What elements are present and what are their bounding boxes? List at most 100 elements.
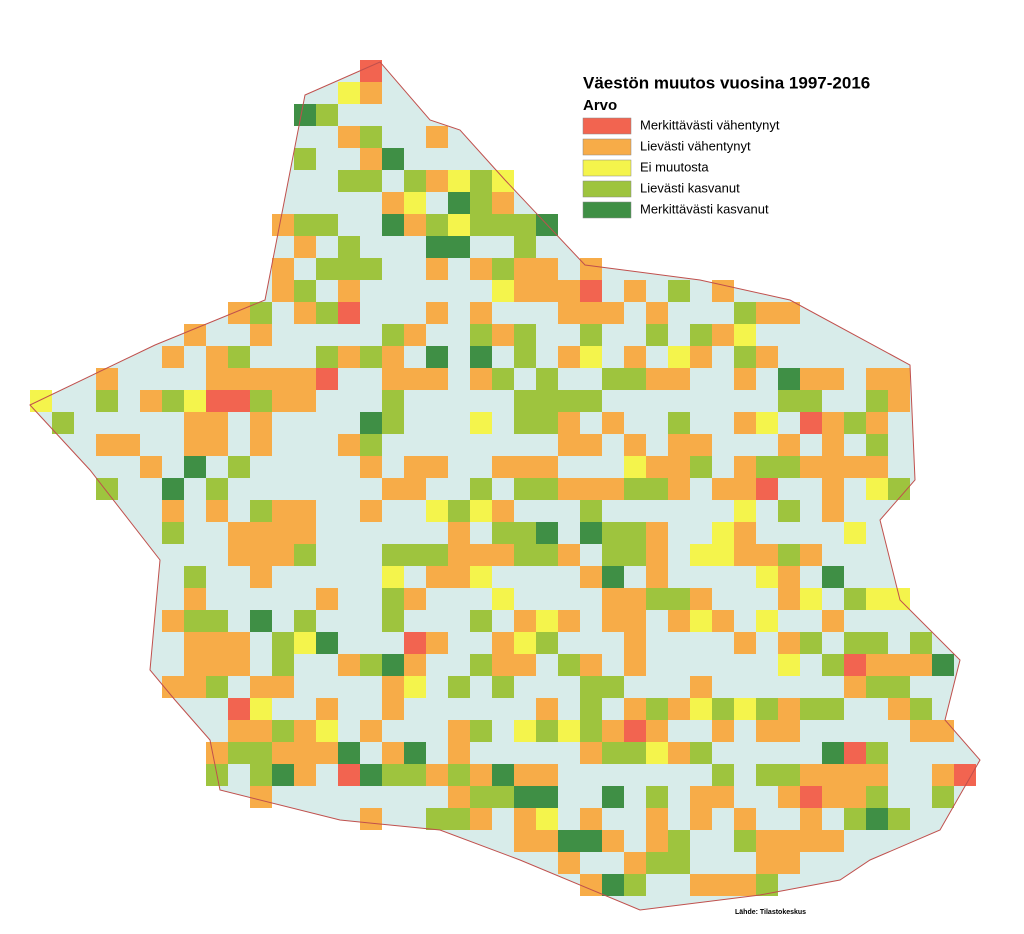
map-cell xyxy=(228,654,250,676)
map-cell xyxy=(668,412,690,434)
map-cell xyxy=(206,500,228,522)
map-cell xyxy=(426,258,448,280)
map-cell xyxy=(602,610,624,632)
map-cell xyxy=(250,720,272,742)
map-cell xyxy=(316,302,338,324)
map-cell xyxy=(228,346,250,368)
map-cell xyxy=(580,434,602,456)
map-cell xyxy=(294,764,316,786)
map-cell xyxy=(624,698,646,720)
map-cell xyxy=(250,522,272,544)
map-cell xyxy=(294,214,316,236)
map-cell xyxy=(228,544,250,566)
map-cell xyxy=(338,236,360,258)
map-cell xyxy=(756,566,778,588)
map-cell xyxy=(954,764,976,786)
map-cell xyxy=(646,544,668,566)
map-cell xyxy=(382,698,404,720)
map-cell xyxy=(382,478,404,500)
map-cell xyxy=(580,874,602,896)
map-cell xyxy=(250,324,272,346)
map-cell xyxy=(294,368,316,390)
source: Lähde: Tilastokeskus xyxy=(735,909,806,916)
map-cell xyxy=(756,610,778,632)
map-cell xyxy=(778,544,800,566)
map-cell xyxy=(536,478,558,500)
map-cell xyxy=(580,522,602,544)
map-cell xyxy=(382,676,404,698)
map-cell xyxy=(668,280,690,302)
map-cell xyxy=(668,456,690,478)
map-cell xyxy=(470,610,492,632)
map-cell xyxy=(734,808,756,830)
map-cell xyxy=(382,148,404,170)
legend: Merkittävästi vähentynyt Lievästi vähenty… xyxy=(582,117,780,219)
map-cell xyxy=(426,170,448,192)
map-cell xyxy=(580,698,602,720)
map-cell xyxy=(272,500,294,522)
map-cell xyxy=(866,632,888,654)
map-cell xyxy=(624,368,646,390)
map-cell xyxy=(558,544,580,566)
map-cell xyxy=(470,720,492,742)
map-cell xyxy=(316,742,338,764)
map-cell xyxy=(30,390,52,412)
map-cell xyxy=(206,390,228,412)
legend-swatch xyxy=(582,159,632,177)
map-cell xyxy=(294,632,316,654)
map-cell xyxy=(448,786,470,808)
map-cell xyxy=(602,566,624,588)
map-cell xyxy=(690,698,712,720)
map-cell xyxy=(844,676,866,698)
map-cell xyxy=(294,148,316,170)
map-cell xyxy=(690,676,712,698)
map-cell xyxy=(624,742,646,764)
map-cell xyxy=(866,654,888,676)
legend-swatch xyxy=(582,138,632,156)
map-cell xyxy=(492,544,514,566)
map-cell xyxy=(536,412,558,434)
map-cell xyxy=(690,610,712,632)
map-cell xyxy=(866,412,888,434)
map-cell xyxy=(470,412,492,434)
map-cell xyxy=(822,566,844,588)
map-cell xyxy=(382,610,404,632)
map-cell xyxy=(536,698,558,720)
map-cell xyxy=(778,302,800,324)
map-cell xyxy=(250,676,272,698)
map-cell xyxy=(492,764,514,786)
map-cell xyxy=(580,324,602,346)
map-cell xyxy=(932,654,954,676)
map-cell xyxy=(756,412,778,434)
map-cell xyxy=(206,610,228,632)
map-cell xyxy=(580,500,602,522)
map-cell xyxy=(470,500,492,522)
map-cell xyxy=(470,764,492,786)
map-cell xyxy=(778,456,800,478)
map-cell xyxy=(734,478,756,500)
map-cell xyxy=(448,566,470,588)
map-cell xyxy=(206,632,228,654)
map-cell xyxy=(162,478,184,500)
map-cell xyxy=(492,280,514,302)
map-cell xyxy=(646,324,668,346)
map-cell xyxy=(580,830,602,852)
map-cell xyxy=(800,808,822,830)
map-cell xyxy=(338,280,360,302)
map-cell xyxy=(426,544,448,566)
map-cell xyxy=(382,192,404,214)
map-cell xyxy=(646,742,668,764)
map-cell xyxy=(316,720,338,742)
map-cell xyxy=(382,764,404,786)
map-cell xyxy=(536,632,558,654)
map-cell xyxy=(580,280,602,302)
map-cell xyxy=(96,390,118,412)
map-cell xyxy=(514,280,536,302)
map-cell xyxy=(844,522,866,544)
map-cell xyxy=(624,852,646,874)
region-outline xyxy=(29,61,981,911)
map-cell xyxy=(558,302,580,324)
map-cell xyxy=(492,456,514,478)
map-cell xyxy=(382,390,404,412)
map-cell xyxy=(316,104,338,126)
